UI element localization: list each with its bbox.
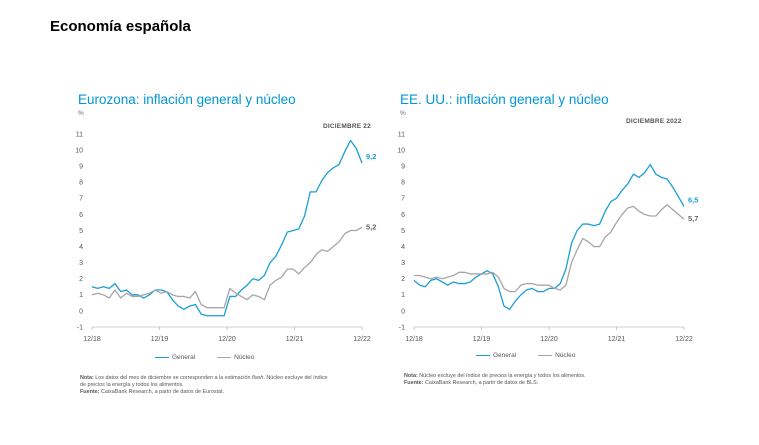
legend-item-core: Núcleo bbox=[217, 354, 254, 361]
y-tick-label: 5 bbox=[79, 228, 83, 235]
y-tick-label: 3 bbox=[79, 260, 83, 267]
x-tick-label: 12/22 bbox=[675, 336, 693, 343]
source-label: Fuente: bbox=[404, 380, 424, 386]
eeuu-unit-label: % bbox=[400, 110, 406, 117]
x-tick-label: 12/20 bbox=[218, 336, 236, 343]
y-tick-label: 9 bbox=[79, 164, 83, 171]
y-tick-label: 6 bbox=[79, 212, 83, 219]
y-tick-label: 9 bbox=[401, 164, 405, 171]
x-tick-label: 12/19 bbox=[473, 336, 491, 343]
y-tick-label: 4 bbox=[401, 244, 405, 251]
x-tick-label: 12/21 bbox=[286, 336, 304, 343]
y-tick-label: 8 bbox=[401, 180, 405, 187]
note-text-2: . Núcleo excluye del índice bbox=[263, 375, 328, 381]
eurozona-chart-title: Eurozona: inflación general y núcleo bbox=[78, 92, 296, 107]
y-tick-label: 2 bbox=[401, 276, 405, 283]
y-tick-label: 8 bbox=[79, 180, 83, 187]
note-label: Nota: bbox=[80, 375, 94, 381]
legend-swatch-general bbox=[476, 355, 490, 356]
core-inflation-line bbox=[91, 226, 363, 309]
x-tick-label: 12/18 bbox=[83, 336, 101, 343]
y-tick-label: 1 bbox=[79, 292, 83, 299]
y-tick-label: 11 bbox=[76, 131, 83, 138]
eeuu-inflation-chart: -1 0 1 2 3 4 5 6 7 8 9 10 11 12/18 12/19 12/20 12/21 12/2… bbox=[397, 131, 698, 343]
legend-item-general: General bbox=[155, 354, 195, 361]
y-tick-label: 11 bbox=[398, 131, 405, 138]
y-tick-label: 1 bbox=[401, 292, 405, 299]
y-tick-label: 10 bbox=[75, 147, 83, 154]
note-flash: flash bbox=[252, 375, 264, 381]
legend-label-general: General bbox=[493, 352, 517, 359]
y-tick-label: 7 bbox=[401, 196, 405, 203]
y-tick-label: 5 bbox=[401, 228, 405, 235]
legend-label-core: Núcleo bbox=[234, 354, 255, 361]
eurozona-legend: General Núcleo bbox=[155, 354, 254, 361]
eurozona-notes: Nota: Los datos del mes de diciembre se … bbox=[80, 375, 380, 396]
eurozona-inflation-chart: -1 0 1 2 3 4 5 6 7 8 9 10 11 12/18 12/19 12/20 12/21 12/2… bbox=[75, 131, 376, 343]
legend-item-general: General bbox=[476, 352, 516, 359]
y-tick-label: 3 bbox=[401, 260, 405, 267]
y-tick-label: 7 bbox=[79, 196, 83, 203]
note-text-3: de precios la energía y todos los alimen… bbox=[80, 382, 184, 388]
note-text: Núcleo excluye del índice de precios la … bbox=[417, 373, 586, 379]
core-end-label: 5,2 bbox=[366, 222, 376, 231]
x-tick-label: 12/18 bbox=[405, 336, 423, 343]
y-tick-label: 4 bbox=[79, 244, 83, 251]
eurozona-unit-label: % bbox=[78, 110, 84, 117]
eurozona-date-badge: DICIEMBRE 22 bbox=[323, 123, 371, 130]
general-end-label: 6,5 bbox=[688, 195, 698, 204]
note-label: Nota: bbox=[404, 373, 418, 379]
eeuu-notes: Nota: Núcleo excluye del índice de preci… bbox=[404, 373, 704, 387]
source-text: CaixaBank Research, a partir de datos de… bbox=[423, 380, 539, 386]
y-tick-label: -1 bbox=[399, 324, 405, 331]
y-tick-label: 10 bbox=[397, 147, 405, 154]
general-inflation-line bbox=[413, 163, 685, 310]
x-tick-label: 12/20 bbox=[540, 336, 558, 343]
eeuu-date-badge: DICIEMBRE 2022 bbox=[626, 118, 682, 125]
legend-swatch-core bbox=[217, 357, 232, 358]
y-tick-label: 6 bbox=[401, 212, 405, 219]
legend-swatch-general bbox=[155, 357, 169, 358]
page-heading: Economía española bbox=[50, 18, 191, 35]
source-text: CaixaBank Research, a partir de datos de… bbox=[99, 389, 225, 395]
y-tick-label: 0 bbox=[401, 308, 405, 315]
eeuu-legend: General Núcleo bbox=[476, 352, 575, 359]
x-tick-label: 12/21 bbox=[608, 336, 626, 343]
core-inflation-line bbox=[414, 204, 685, 293]
y-tick-label: 2 bbox=[79, 276, 83, 283]
eeuu-chart-title: EE. UU.: inflación general y núcleo bbox=[400, 92, 609, 107]
legend-item-core: Núcleo bbox=[538, 352, 575, 359]
y-tick-label: 0 bbox=[79, 308, 83, 315]
legend-label-general: General bbox=[172, 354, 196, 361]
general-end-label: 9,2 bbox=[366, 152, 376, 161]
note-text-1: Los datos del mes de diciembre se corres… bbox=[93, 375, 252, 381]
legend-swatch-core bbox=[538, 355, 553, 356]
general-inflation-line bbox=[91, 139, 363, 317]
core-end-label: 5,7 bbox=[688, 214, 698, 223]
source-label: Fuente: bbox=[80, 389, 100, 395]
y-tick-label: -1 bbox=[77, 324, 83, 331]
legend-label-core: Núcleo bbox=[555, 352, 576, 359]
x-tick-label: 12/19 bbox=[151, 336, 169, 343]
x-tick-label: 12/22 bbox=[353, 336, 371, 343]
